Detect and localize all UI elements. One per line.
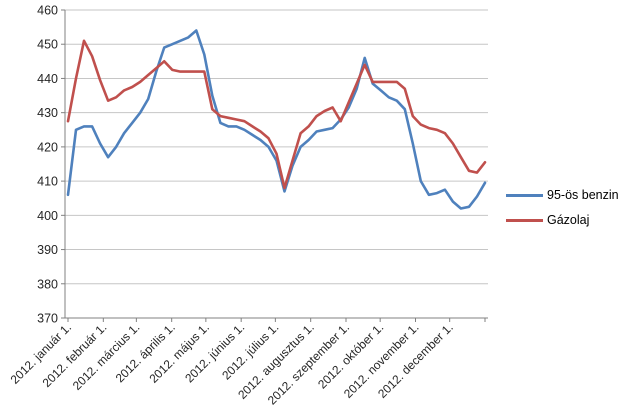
legend-swatch-benzin-line [506,193,543,197]
y-tick-label-420: 420 [37,140,58,154]
series-line-95-s-benzin [66,29,487,210]
y-tick-label-450: 450 [37,38,58,52]
legend-label-gazolaj: Gázolaj [547,213,590,227]
series-line-g-zolaj [66,39,487,190]
x-tick-label-1: 2012. január 1. [8,320,75,387]
legend-label-benzin: 95-ös benzin [547,188,619,202]
y-tick-label-390: 390 [37,243,58,257]
legend: 95-ös benzin Gázolaj [506,188,619,238]
y-tick-label-430: 430 [37,106,58,120]
y-tick-label-400: 400 [37,209,58,223]
legend-swatch-gazolaj-line [506,218,543,222]
y-tick-label-410: 410 [37,175,58,189]
y-tick-label-440: 440 [37,72,58,86]
legend-item-benzin: 95-ös benzin [506,188,619,202]
y-tick-label-380: 380 [37,277,58,291]
legend-item-gazolaj: Gázolaj [506,213,619,227]
y-tick-label-370: 370 [37,312,58,326]
x-tick-label-5: 2012. május 1. [146,320,212,386]
y-tick-label-460: 460 [37,4,58,18]
